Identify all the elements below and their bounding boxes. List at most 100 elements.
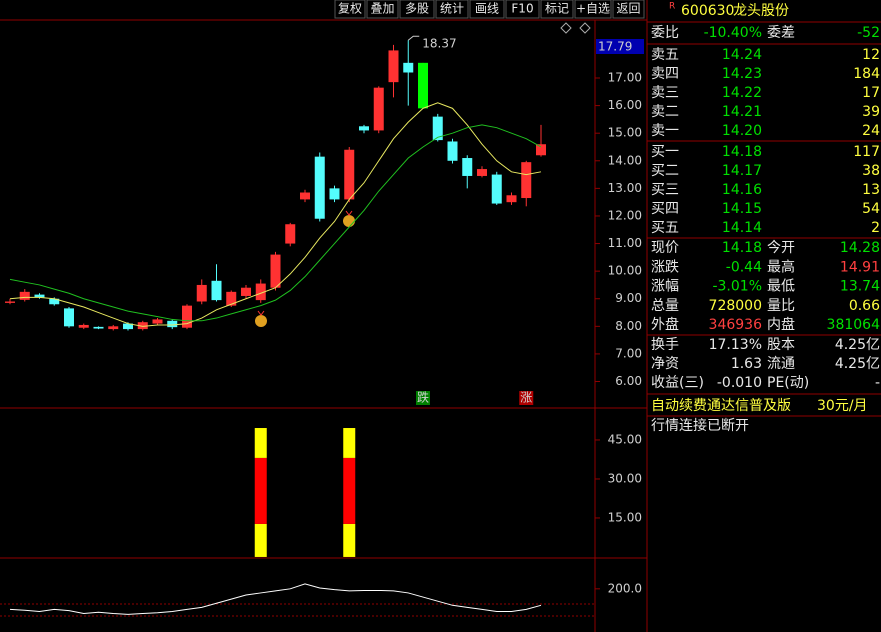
y-tick-label: 45.00: [608, 432, 642, 446]
y-tick-label: 15.00: [608, 126, 642, 140]
quote-value: 1.63: [731, 356, 762, 372]
quote-label: 最高: [767, 258, 795, 275]
ad-price[interactable]: 30元/月: [817, 398, 868, 414]
candle-body: [49, 298, 60, 305]
signal-box: [519, 391, 534, 405]
quote-label: 外盘: [651, 316, 679, 333]
high-marker: [407, 35, 420, 41]
toolbar-label[interactable]: 多股: [405, 2, 429, 16]
toolbar-label[interactable]: 画线: [475, 2, 499, 16]
toolbar-label[interactable]: 复权: [338, 2, 362, 16]
signal-label: 涨: [520, 390, 532, 405]
quote-value: 0.66: [849, 298, 880, 314]
toolbar-label[interactable]: 返回: [616, 2, 640, 16]
toolbar-button[interactable]: [505, 0, 540, 19]
quote-value: -10.40%: [704, 25, 762, 41]
candle-body: [359, 126, 369, 131]
indicator-bar: [343, 523, 356, 557]
quote-value: 14.18: [722, 240, 762, 256]
candle-body: [462, 158, 473, 176]
quote-label: 委比: [651, 25, 679, 41]
quote-value: 346936: [709, 317, 763, 333]
candle-body: [226, 291, 237, 306]
toolbar-button[interactable]: [540, 0, 574, 19]
indicator-line: [9, 583, 542, 615]
quote-value: 14.16: [722, 182, 762, 198]
candle-body: [491, 174, 502, 204]
quote-value: 4.25亿: [835, 356, 880, 372]
toolbar-label[interactable]: F10: [511, 2, 533, 16]
quote-label: 净资: [651, 356, 679, 372]
candle-body: [241, 287, 251, 296]
quote-label: 涨跌: [651, 259, 679, 275]
quote-value: 13: [862, 182, 880, 198]
candle-body: [137, 322, 148, 330]
toolbar-label[interactable]: +自选: [576, 2, 610, 16]
quote-value: 12: [862, 47, 880, 63]
moving-average: [9, 124, 542, 322]
ad-text[interactable]: 自动续费通达信普及版: [651, 397, 791, 414]
quote-label: 买二: [651, 163, 679, 179]
toolbar-label[interactable]: 统计: [440, 2, 464, 16]
quote-value: 14.28: [840, 240, 880, 256]
candle-body: [521, 162, 532, 199]
quote-value: 14.22: [722, 85, 762, 101]
candle-body: [19, 291, 30, 300]
y-tick-label: 12.00: [608, 208, 642, 222]
quote-label: 量比: [767, 298, 795, 314]
candle-body: [182, 305, 192, 328]
toolbar-button[interactable]: [435, 0, 469, 19]
indicator-bar: [343, 428, 356, 458]
y-tick-label: 15.00: [608, 510, 642, 524]
toolbar-label[interactable]: 标记: [545, 2, 569, 16]
y-tick-label: 17.00: [608, 71, 642, 85]
candle-body: [477, 169, 487, 176]
indicator-bar: [343, 457, 356, 524]
y-tick-label: 11.00: [608, 236, 642, 250]
toolbar-button[interactable]: [612, 0, 645, 19]
toolbar-button[interactable]: [469, 0, 505, 19]
moving-average: [9, 102, 542, 327]
candle-body: [506, 195, 517, 203]
quote-label: 买一: [651, 144, 679, 160]
quote-value: 728000: [709, 298, 762, 314]
candle-body: [418, 62, 428, 109]
candle-body: [373, 87, 384, 131]
y-tick-label: 10.00: [608, 264, 642, 278]
candle-body: [64, 308, 74, 327]
toolbar-button[interactable]: [574, 0, 612, 19]
candle-body: [167, 320, 178, 328]
y-tick-label: 9.00: [615, 291, 642, 305]
y-tick-label: 16.00: [608, 98, 642, 112]
quote-label: 卖二: [651, 104, 679, 120]
quote-label: 收益(三): [651, 375, 704, 391]
quote-label: 买四: [651, 201, 679, 217]
candle-body: [123, 323, 133, 330]
candle-body: [329, 188, 340, 200]
toolbar-button[interactable]: [399, 0, 435, 19]
quote-label: 股本: [767, 337, 795, 353]
quote-label: 委差: [767, 25, 795, 41]
badge: R: [669, 2, 675, 12]
quote-value: 24: [862, 123, 880, 139]
icon[interactable]: [560, 22, 572, 34]
quote-value: -3.01%: [712, 279, 762, 295]
candle-body: [536, 144, 546, 156]
quote-value: 54: [862, 201, 880, 217]
icon[interactable]: [579, 22, 591, 34]
toolbar-button[interactable]: [334, 0, 366, 19]
y-tick-label: 200.0: [608, 581, 642, 595]
toolbar-button[interactable]: [366, 0, 399, 19]
quote-value: 381064: [827, 317, 881, 333]
quote-value: 2: [871, 220, 880, 236]
quote-value: 13.74: [840, 279, 880, 295]
quote-label: 涨幅: [651, 279, 679, 295]
quote-label: PE(动): [767, 375, 809, 391]
quote-label: 卖一: [651, 123, 679, 139]
quote-value: 117: [853, 144, 880, 160]
quote-label: 今开: [767, 240, 795, 256]
toolbar-label[interactable]: 叠加: [370, 2, 394, 16]
